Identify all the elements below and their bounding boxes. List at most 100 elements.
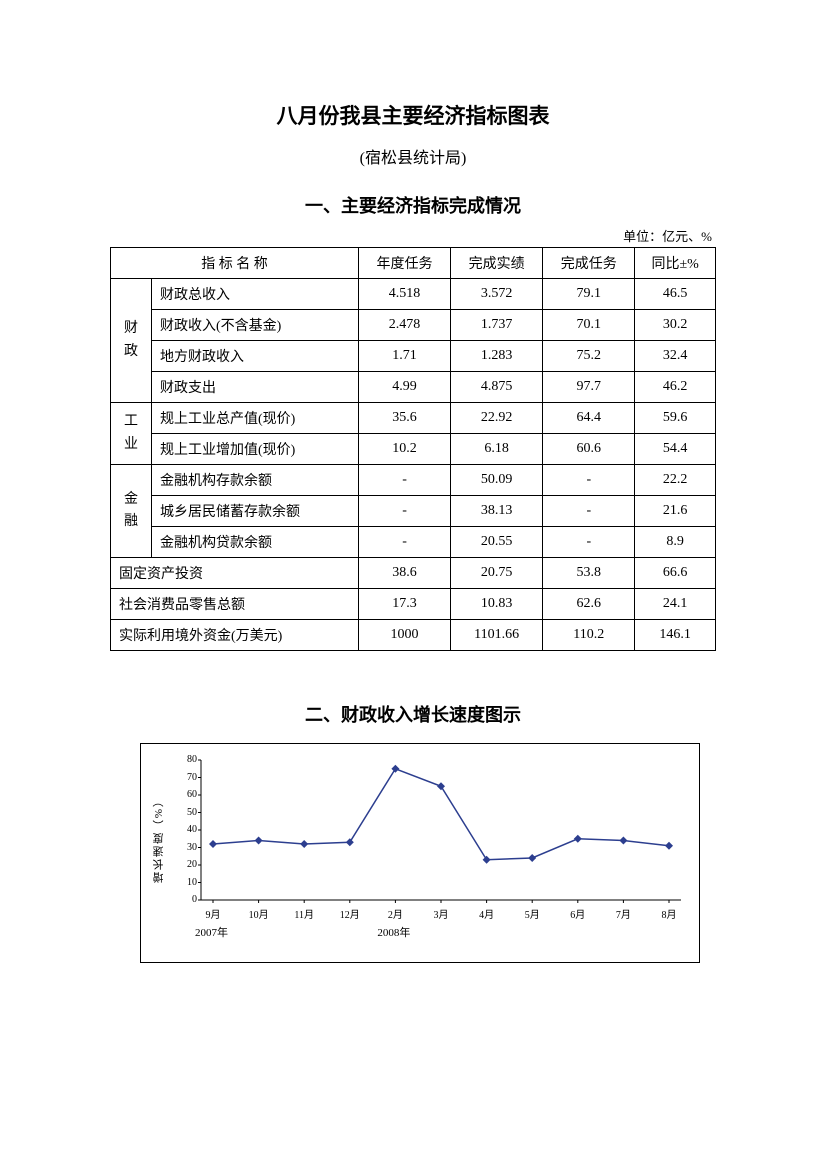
row-label: 金融机构存款余额 [152,465,359,496]
xtick-label: 6月 [558,906,598,921]
table-row: 工业规上工业总产值(现价)35.622.9264.459.6 [111,403,716,434]
cell-yoy: 21.6 [635,496,716,527]
row-label: 固定资产投资 [111,558,359,589]
ytick-label: 80 [179,754,197,765]
cell-yoy: 8.9 [635,527,716,558]
cell-actual: 1101.66 [451,620,543,651]
cell-yoy: 32.4 [635,341,716,372]
cell-actual: 1.737 [451,310,543,341]
col-target: 年度任务 [358,248,450,279]
xtick-label: 5月 [512,906,552,921]
cell-pct: - [543,496,635,527]
cell-pct: 62.6 [543,589,635,620]
col-pct: 完成任务 [543,248,635,279]
cell-pct: 60.6 [543,434,635,465]
row-label: 财政收入(不含基金) [152,310,359,341]
row-label: 社会消费品零售总额 [111,589,359,620]
cell-yoy: 46.2 [635,372,716,403]
cell-pct: 64.4 [543,403,635,434]
cell-target: - [358,496,450,527]
section2-heading: 二、财政收入增长速度图示 [110,701,716,727]
ytick-label: 20 [179,859,197,870]
chart-plot [201,760,681,900]
cell-target: 1.71 [358,341,450,372]
chart-ylabel: 增长速度（%） [151,794,167,883]
indicators-table: 指 标 名 称 年度任务 完成实绩 完成任务 同比±% 财政财政总收入4.518… [110,247,716,651]
ytick-label: 10 [179,877,197,888]
col-actual: 完成实绩 [451,248,543,279]
ytick-label: 0 [179,894,197,905]
cell-target: 10.2 [358,434,450,465]
cell-pct: 97.7 [543,372,635,403]
xtick-label: 8月 [649,906,689,921]
ytick-label: 70 [179,772,197,783]
row-label: 地方财政收入 [152,341,359,372]
cell-target: - [358,527,450,558]
cell-yoy: 30.2 [635,310,716,341]
row-label: 财政支出 [152,372,359,403]
row-label: 规上工业总产值(现价) [152,403,359,434]
table-row: 财政财政总收入4.5183.57279.146.5 [111,279,716,310]
cell-actual: 10.83 [451,589,543,620]
row-label: 城乡居民储蓄存款余额 [152,496,359,527]
unit-label: 单位：亿元、% [110,226,712,245]
cell-yoy: 66.6 [635,558,716,589]
page-title: 八月份我县主要经济指标图表 [110,100,716,130]
table-row: 固定资产投资38.620.7553.866.6 [111,558,716,589]
table-row: 金融机构贷款余额-20.55-8.9 [111,527,716,558]
col-yoy: 同比±% [635,248,716,279]
table-row: 实际利用境外资金(万美元)10001101.66110.2146.1 [111,620,716,651]
table-header-row: 指 标 名 称 年度任务 完成实绩 完成任务 同比±% [111,248,716,279]
table-row: 城乡居民储蓄存款余额-38.13-21.6 [111,496,716,527]
cell-pct: 75.2 [543,341,635,372]
xtick-label: 3月 [421,906,461,921]
cell-target: 4.99 [358,372,450,403]
cell-yoy: 22.2 [635,465,716,496]
cell-target: - [358,465,450,496]
cell-actual: 38.13 [451,496,543,527]
ytick-label: 30 [179,842,197,853]
row-label: 财政总收入 [152,279,359,310]
table-row: 地方财政收入1.711.28375.232.4 [111,341,716,372]
cell-yoy: 146.1 [635,620,716,651]
table-row: 规上工业增加值(现价)10.26.1860.654.4 [111,434,716,465]
xtick-label: 2月 [375,906,415,921]
cell-yoy: 46.5 [635,279,716,310]
page-subtitle: (宿松县统计局) [110,144,716,168]
cell-target: 35.6 [358,403,450,434]
category-cell: 金融 [111,465,152,558]
row-label: 金融机构贷款余额 [152,527,359,558]
cell-actual: 3.572 [451,279,543,310]
xtick-label: 12月 [330,906,370,921]
cell-pct: 70.1 [543,310,635,341]
cell-actual: 1.283 [451,341,543,372]
table-row: 财政收入(不含基金)2.4781.73770.130.2 [111,310,716,341]
cell-pct: - [543,527,635,558]
year-label: 2007年 [195,924,228,940]
cell-yoy: 59.6 [635,403,716,434]
cell-target: 17.3 [358,589,450,620]
ytick-label: 60 [179,789,197,800]
table-row: 社会消费品零售总额17.310.8362.624.1 [111,589,716,620]
table-row: 金融金融机构存款余额-50.09-22.2 [111,465,716,496]
cell-actual: 6.18 [451,434,543,465]
ytick-label: 40 [179,824,197,835]
xtick-label: 10月 [239,906,279,921]
cell-target: 2.478 [358,310,450,341]
xtick-label: 7月 [603,906,643,921]
cell-target: 1000 [358,620,450,651]
cell-pct: 110.2 [543,620,635,651]
cell-yoy: 24.1 [635,589,716,620]
cell-actual: 50.09 [451,465,543,496]
cell-pct: 79.1 [543,279,635,310]
cell-pct: - [543,465,635,496]
cell-actual: 20.75 [451,558,543,589]
cell-target: 38.6 [358,558,450,589]
xtick-label: 4月 [467,906,507,921]
growth-chart: 增长速度（%） 01020304050607080 9月10月11月12月2月3… [140,743,700,963]
col-name: 指 标 名 称 [111,248,359,279]
year-label: 2008年 [377,924,410,940]
row-label: 实际利用境外资金(万美元) [111,620,359,651]
row-label: 规上工业增加值(现价) [152,434,359,465]
cell-yoy: 54.4 [635,434,716,465]
